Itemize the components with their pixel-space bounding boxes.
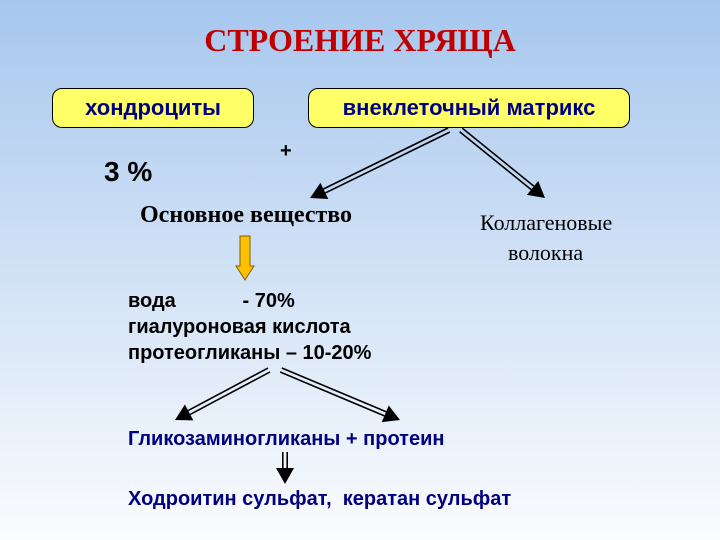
box-chondrocytes: хондроциты [52, 88, 254, 128]
label-main-substance: Основное вещество [140, 202, 352, 229]
label-gag-protein: Гликозаминогликаны + протеин [128, 428, 444, 451]
box-ecm: внеклеточный матрикс [308, 88, 630, 128]
box-ecm-label: внеклеточный матрикс [343, 95, 596, 121]
box-chondrocytes-label: хондроциты [85, 95, 221, 121]
slide-title: СТРОЕНИЕ ХРЯЩА [0, 22, 720, 59]
label-plus: + [280, 140, 292, 163]
slide-root: СТРОЕНИЕ ХРЯЩА хондроциты внеклеточный м… [0, 0, 720, 540]
label-percent: 3 % [104, 156, 152, 188]
label-collagen-line1: Коллагеновые [480, 210, 612, 236]
label-collagen-line2: волокна [508, 240, 583, 266]
label-chondroitin-keratan: Ходроитин сульфат, кератан сульфат [128, 488, 511, 511]
label-water: вода - 70% [128, 290, 295, 313]
arrows-overlay [0, 0, 720, 540]
label-proteoglycans: протеогликаны – 10-20% [128, 342, 371, 365]
label-hyaluronic: гиалуроновая кислота [128, 316, 351, 339]
